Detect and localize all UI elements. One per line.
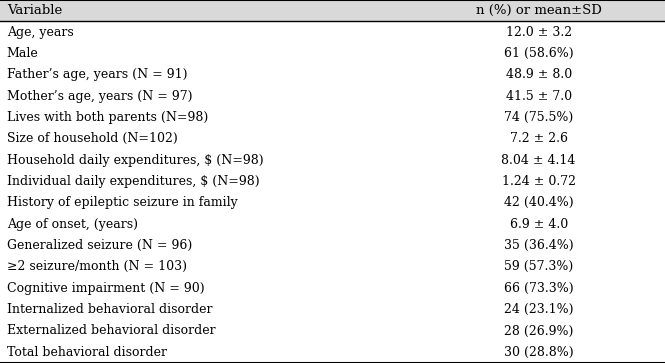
Text: 8.04 ± 4.14: 8.04 ± 4.14 [501, 154, 576, 167]
Text: 42 (40.4%): 42 (40.4%) [504, 196, 573, 209]
Text: 41.5 ± 7.0: 41.5 ± 7.0 [505, 90, 572, 103]
Text: 6.9 ± 4.0: 6.9 ± 4.0 [509, 218, 568, 231]
Text: Size of household (N=102): Size of household (N=102) [7, 132, 178, 145]
Text: 1.24 ± 0.72: 1.24 ± 0.72 [501, 175, 576, 188]
Text: Age of onset, (years): Age of onset, (years) [7, 218, 138, 231]
Text: n (%) or mean±SD: n (%) or mean±SD [475, 4, 602, 17]
Text: Individual daily expenditures, $ (N=98): Individual daily expenditures, $ (N=98) [7, 175, 259, 188]
Text: Generalized seizure (N = 96): Generalized seizure (N = 96) [7, 239, 192, 252]
Text: Total behavioral disorder: Total behavioral disorder [7, 346, 167, 359]
Text: Lives with both parents (N=98): Lives with both parents (N=98) [7, 111, 208, 124]
Text: Household daily expenditures, $ (N=98): Household daily expenditures, $ (N=98) [7, 154, 263, 167]
Text: 35 (36.4%): 35 (36.4%) [504, 239, 573, 252]
Text: 7.2 ± 2.6: 7.2 ± 2.6 [509, 132, 568, 145]
Text: Cognitive impairment (N = 90): Cognitive impairment (N = 90) [7, 282, 204, 295]
Text: 74 (75.5%): 74 (75.5%) [504, 111, 573, 124]
Text: Age, years: Age, years [7, 25, 73, 38]
Text: 12.0 ± 3.2: 12.0 ± 3.2 [505, 25, 572, 38]
Text: 61 (58.6%): 61 (58.6%) [504, 47, 573, 60]
Text: History of epileptic seizure in family: History of epileptic seizure in family [7, 196, 237, 209]
Text: Variable: Variable [7, 4, 62, 17]
Text: Internalized behavioral disorder: Internalized behavioral disorder [7, 303, 212, 316]
Text: Male: Male [7, 47, 39, 60]
Text: 30 (28.8%): 30 (28.8%) [504, 346, 573, 359]
Text: 48.9 ± 8.0: 48.9 ± 8.0 [505, 68, 572, 81]
Text: ≥2 seizure/month (N = 103): ≥2 seizure/month (N = 103) [7, 260, 187, 273]
Text: Father’s age, years (N = 91): Father’s age, years (N = 91) [7, 68, 187, 81]
Text: Mother’s age, years (N = 97): Mother’s age, years (N = 97) [7, 90, 192, 103]
Text: 28 (26.9%): 28 (26.9%) [504, 325, 573, 338]
Text: 59 (57.3%): 59 (57.3%) [504, 260, 573, 273]
Text: 24 (23.1%): 24 (23.1%) [504, 303, 573, 316]
Bar [0, 0, 665, 21]
Text: Externalized behavioral disorder: Externalized behavioral disorder [7, 325, 215, 338]
Text: 66 (73.3%): 66 (73.3%) [504, 282, 573, 295]
